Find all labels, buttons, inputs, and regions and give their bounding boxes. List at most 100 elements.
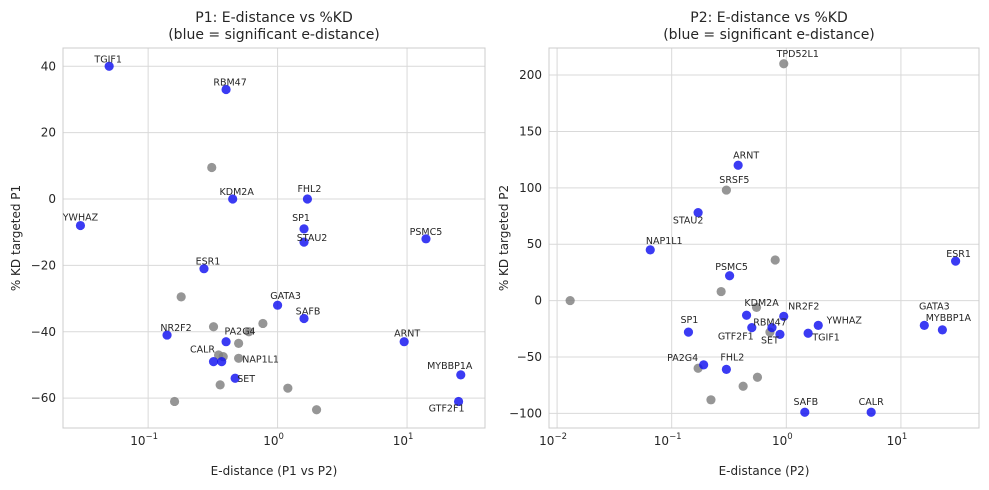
significant-point [230, 373, 240, 383]
significant-point [937, 325, 947, 335]
point-label: ARNT [733, 150, 759, 161]
point-label: GATA3 [270, 291, 301, 302]
nonsignificant-point [738, 381, 748, 391]
significant-point [299, 224, 309, 234]
nonsignificant-point [169, 396, 180, 407]
point-label: PA2G4 [667, 353, 698, 364]
significant-point [803, 328, 813, 338]
x-tick-label: 10−2 [539, 432, 567, 448]
significant-point [919, 320, 929, 330]
point-label: TGIF1 [93, 54, 121, 65]
nonsignificant-point [244, 327, 254, 337]
point-label: KDM2A [220, 187, 255, 198]
x-tick-label: 101 [393, 432, 414, 448]
significant-point [75, 220, 86, 231]
point-label: ESR1 [946, 249, 971, 260]
chart-title-line2: (blue = significant e-distance) [168, 27, 380, 43]
significant-point [741, 310, 752, 320]
point-label: MYBBP1A [926, 313, 972, 324]
point-label: TGIF1 [811, 332, 839, 343]
y-axis-label: % KD targeted P2 [497, 185, 511, 291]
y-tick-label: 0 [534, 294, 542, 308]
annotations: TPD52L1 ARNT SRSF5 STAU2 NAP1L1 ESR1 PSMC5 KDM2… [646, 49, 972, 408]
nonsignificant-point [752, 372, 763, 382]
plot-frame [548, 47, 980, 429]
significant-point [866, 407, 876, 417]
panel-p2: P2: E-distance vs %KD (blue = significan… [497, 10, 980, 478]
point-label: STAU2 [297, 233, 328, 244]
point-label: STAU2 [673, 216, 704, 227]
significant-point [693, 208, 703, 218]
nonsignificant-point [706, 395, 716, 405]
significant-point [221, 84, 231, 95]
x-tick-label: 101 [887, 432, 908, 448]
y-tick-label: 150 [519, 124, 542, 138]
point-label: NR2F2 [160, 323, 191, 334]
y-tick-label: 200 [519, 68, 542, 82]
point-label: GTF2F1 [429, 403, 465, 414]
point-label: SAFB [296, 306, 321, 317]
points [75, 61, 466, 415]
significant-point [299, 313, 309, 324]
y-tick-label: −20 [31, 258, 56, 272]
point-label: PSMC5 [715, 262, 748, 273]
point-label: GTF2F1 [718, 332, 754, 343]
y-tick-label: −60 [31, 391, 56, 405]
nonsignificant-point [721, 185, 731, 195]
chart-title-line1: P2: E-distance vs %KD [690, 10, 847, 26]
significant-point [104, 61, 114, 71]
point-label: YWHAZ [62, 213, 99, 224]
significant-point [456, 370, 466, 380]
y-tick-label: 20 [41, 126, 56, 140]
significant-point [208, 357, 219, 367]
nonsignificant-point [565, 295, 575, 306]
significant-point [228, 194, 238, 204]
significant-point [813, 320, 823, 330]
significant-point [721, 364, 731, 374]
chart-title-line2: (blue = significant e-distance) [663, 27, 875, 43]
point-label: SRSF5 [719, 175, 749, 186]
significant-point [699, 360, 709, 370]
point-label: CALR [859, 397, 884, 408]
plot-frame [62, 47, 486, 429]
significant-point [767, 323, 777, 333]
significant-point [779, 311, 789, 321]
point-label: NR2F2 [788, 301, 819, 312]
grid [63, 48, 485, 428]
nonsignificant-point [176, 292, 186, 302]
nonsignificant-point [207, 162, 217, 173]
point-label: GATA3 [919, 301, 950, 312]
point-label: SAFB [793, 397, 818, 408]
significant-point [302, 194, 313, 204]
nonsignificant-point [770, 255, 780, 265]
significant-point [399, 337, 409, 347]
significant-point [299, 237, 309, 247]
y-tick-label: 100 [519, 181, 542, 195]
significant-point [421, 234, 431, 244]
x-tick-label: 100 [772, 432, 793, 448]
nonsignificant-point [215, 380, 225, 390]
ticks: 10−1 100 101 40 20 0 −20 −40 −60 [31, 59, 414, 448]
nonsignificant-point [751, 302, 762, 312]
ticks: 10−2 10−1 100 101 200 150 100 50 0 −50 −100 [509, 68, 907, 448]
nonsignificant-point [716, 286, 726, 297]
significant-point [645, 245, 655, 255]
point-label: RBM47 [213, 77, 246, 88]
nonsignificant-point [208, 322, 219, 332]
point-label: NAP1L1 [646, 236, 683, 247]
point-label: FHL2 [297, 184, 321, 195]
point-label: SET [237, 374, 255, 385]
point-label: MYBBP1A [427, 361, 473, 372]
y-tick-label: −50 [517, 350, 542, 364]
x-tick-label: 100 [263, 432, 284, 448]
point-label: PA2G4 [225, 327, 256, 338]
point-label: PSMC5 [410, 227, 443, 238]
y-tick-label: 40 [41, 59, 56, 73]
significant-point [775, 329, 785, 340]
grid [549, 48, 979, 428]
significant-point [272, 300, 283, 310]
nonsignificant-point [779, 59, 789, 69]
nonsignificant-point [234, 338, 244, 348]
significant-point [951, 256, 961, 266]
